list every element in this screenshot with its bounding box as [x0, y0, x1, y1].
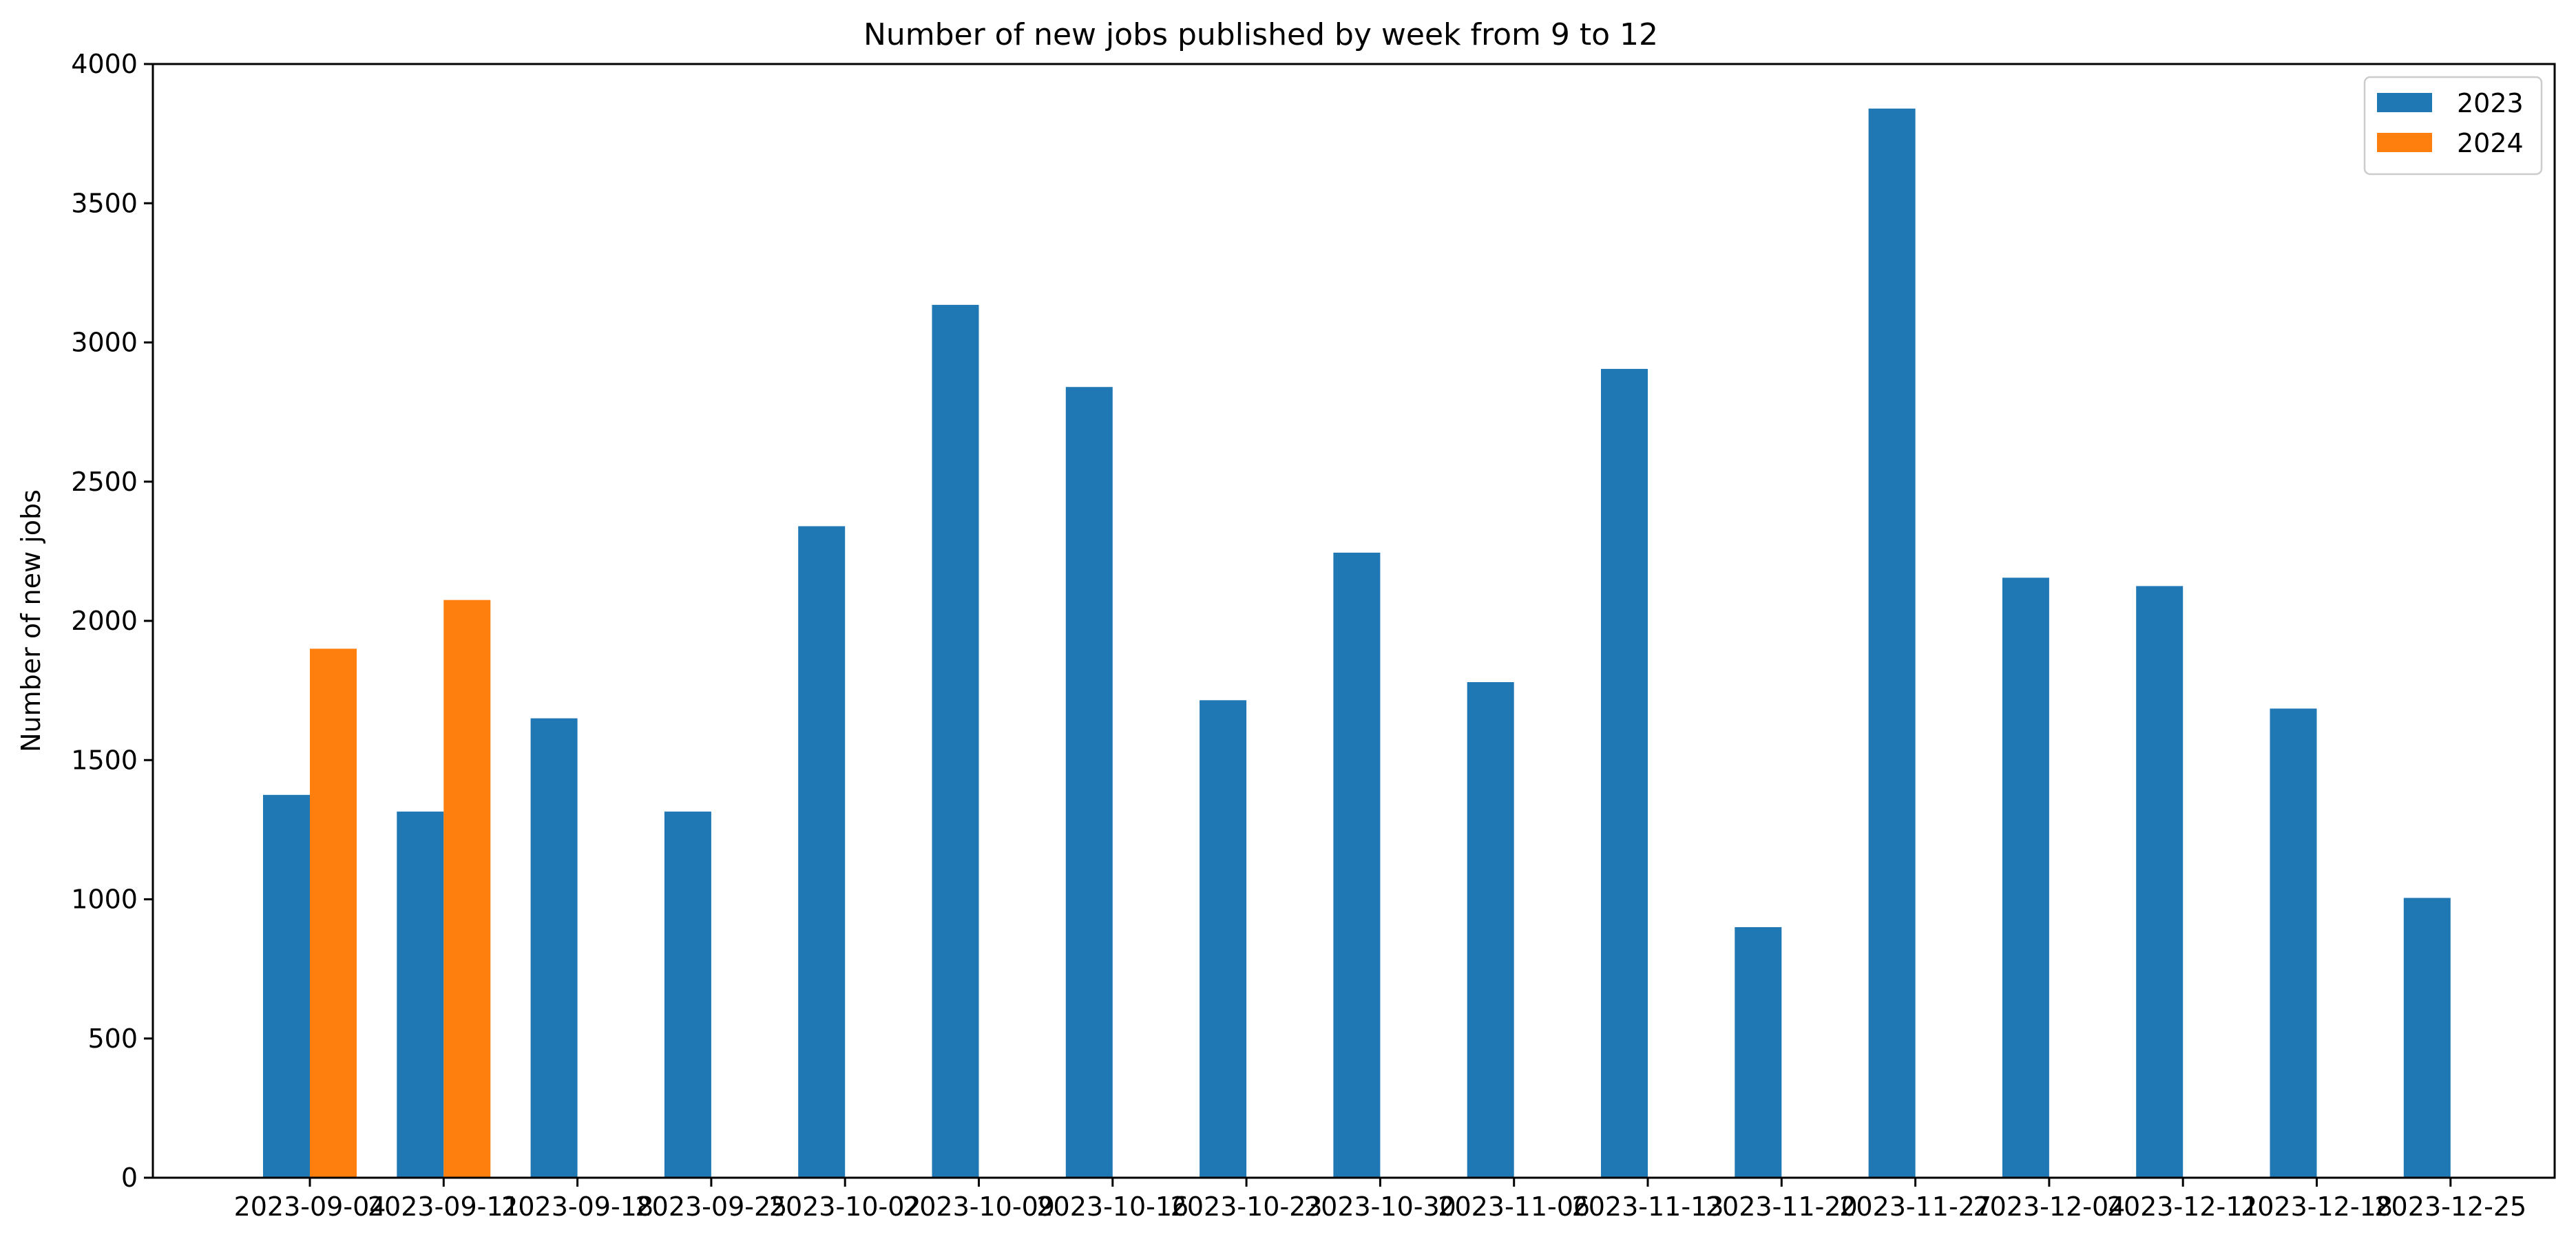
bar-2024-2023-09-11	[443, 600, 491, 1178]
x-tick-label: 2023-10-09	[903, 1191, 1055, 1222]
x-tick-label: 2023-11-20	[1706, 1191, 1858, 1222]
legend-label-2023: 2023	[2457, 88, 2524, 118]
x-tick-label: 2023-12-11	[2107, 1191, 2259, 1222]
legend-swatch-2024	[2377, 133, 2432, 152]
bar-2023-2023-12-11	[2136, 586, 2184, 1178]
chart-title: Number of new jobs published by week fro…	[863, 17, 1658, 52]
x-tick-label: 2023-09-25	[635, 1191, 787, 1222]
y-tick-label: 1000	[71, 884, 138, 915]
bar-2023-2023-10-09	[932, 304, 979, 1178]
y-tick-label: 2000	[71, 606, 138, 636]
x-tick-label: 2023-09-18	[501, 1191, 653, 1222]
x-tick-label: 2023-10-23	[1171, 1191, 1323, 1222]
bar-2023-2023-11-20	[1735, 926, 1782, 1178]
x-axis: 2023-09-042023-09-112023-09-182023-09-25…	[234, 1178, 2526, 1222]
y-tick-label: 3000	[71, 328, 138, 358]
bar-2023-2023-12-25	[2403, 898, 2451, 1178]
bar-2023-2023-10-30	[1333, 552, 1381, 1178]
plot-bars	[263, 108, 2451, 1178]
bar-2024-2023-09-04	[310, 648, 357, 1178]
y-tick-label: 2500	[71, 467, 138, 497]
x-tick-label: 2023-09-04	[234, 1191, 386, 1222]
bar-2023-2023-09-04	[263, 794, 310, 1178]
y-tick-label: 3500	[71, 188, 138, 218]
y-tick-label: 0	[121, 1163, 138, 1193]
legend: 2023 2024	[2363, 76, 2543, 176]
x-tick-label: 2023-11-13	[1572, 1191, 1724, 1222]
legend-label-2024: 2024	[2457, 128, 2524, 158]
x-tick-label: 2023-12-25	[2374, 1191, 2526, 1222]
legend-items: 2023 2024	[2377, 88, 2524, 158]
y-axis-label: Number of new jobs	[16, 489, 46, 752]
bar-2023-2023-12-04	[2002, 578, 2049, 1178]
y-tick-label: 1500	[71, 745, 138, 775]
bar-2023-2023-09-18	[530, 718, 578, 1178]
x-tick-label: 2023-10-16	[1036, 1191, 1188, 1222]
bar-2023-2023-11-13	[1601, 368, 1648, 1178]
bar-2023-2023-09-25	[664, 812, 711, 1178]
x-tick-label: 2023-10-30	[1304, 1191, 1456, 1222]
bar-2023-2023-09-11	[397, 812, 444, 1178]
x-tick-label: 2023-11-27	[1839, 1191, 1991, 1222]
bar-2023-2023-12-18	[2270, 708, 2317, 1178]
y-tick-label: 500	[87, 1024, 138, 1054]
x-tick-label: 2023-12-04	[1973, 1191, 2125, 1222]
bar-2023-2023-11-27	[1868, 108, 1916, 1178]
bar-2023-2023-10-23	[1200, 700, 1247, 1178]
legend-swatch-2023	[2377, 93, 2432, 112]
bar-2023-2023-11-06	[1467, 681, 1514, 1178]
bar-2023-2023-10-16	[1065, 387, 1113, 1178]
x-tick-label: 2023-11-06	[1438, 1191, 1590, 1222]
x-tick-label: 2023-09-11	[368, 1191, 520, 1222]
bar-2023-2023-10-02	[798, 526, 846, 1178]
y-tick-label: 4000	[71, 49, 138, 79]
x-tick-label: 2023-12-18	[2241, 1191, 2393, 1222]
y-axis: 0 500 1000 1500 2000 2500 3000 3500 4000	[71, 49, 153, 1193]
x-tick-label: 2023-10-02	[769, 1191, 921, 1222]
